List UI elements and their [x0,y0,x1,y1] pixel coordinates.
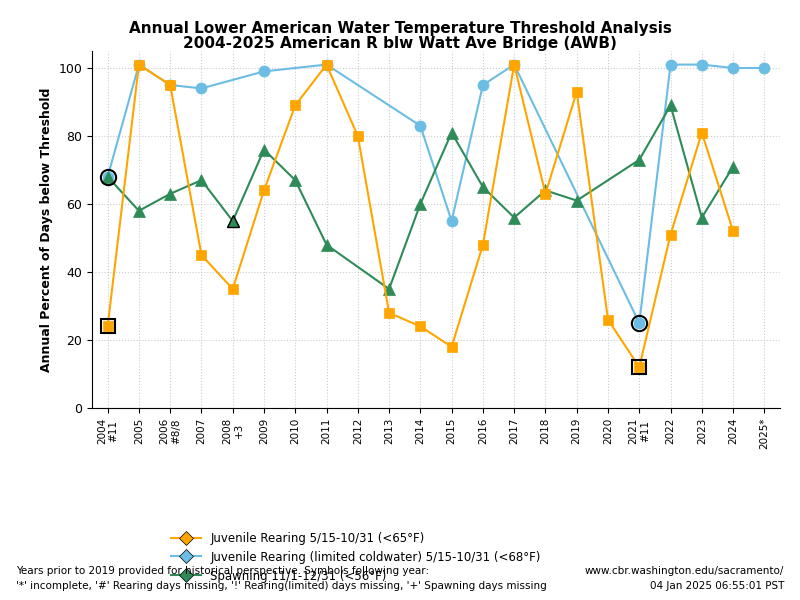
Text: Years prior to 2019 provided for historical perspective. Symbols following year:: Years prior to 2019 provided for histori… [16,566,429,576]
Text: 2004-2025 American R blw Watt Ave Bridge (AWB): 2004-2025 American R blw Watt Ave Bridge… [183,36,617,51]
Y-axis label: Annual Percent of Days below Threshold: Annual Percent of Days below Threshold [40,88,53,371]
Text: Annual Lower American Water Temperature Threshold Analysis: Annual Lower American Water Temperature … [129,21,671,36]
Text: '*' incomplete, '#' Rearing days missing, '!' Rearing(limited) days missing, '+': '*' incomplete, '#' Rearing days missing… [16,581,546,591]
Legend: Juvenile Rearing 5/15-10/31 (<65°F), Juvenile Rearing (limited coldwater) 5/15-1: Juvenile Rearing 5/15-10/31 (<65°F), Juv… [166,527,546,588]
Text: www.cbr.washington.edu/sacramento/: www.cbr.washington.edu/sacramento/ [585,566,784,576]
Text: 04 Jan 2025 06:55:01 PST: 04 Jan 2025 06:55:01 PST [650,581,784,591]
